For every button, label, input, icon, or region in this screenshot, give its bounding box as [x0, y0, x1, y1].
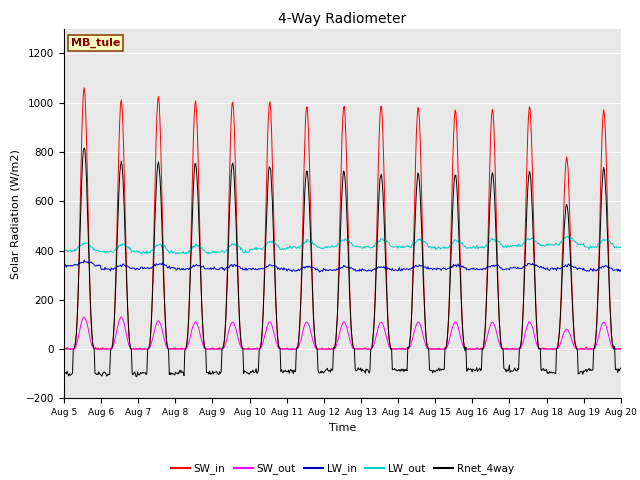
LW_out	[617, 244, 625, 250]
SW_in	[71, 345, 79, 350]
Rnet_4way	[428, 367, 436, 373]
Rnet_4way	[70, 345, 78, 351]
SW_in	[215, 346, 223, 351]
Rnet_4way	[80, 145, 88, 151]
Legend: SW_in, SW_out, LW_in, LW_out, Rnet_4way: SW_in, SW_out, LW_in, LW_out, Rnet_4way	[166, 459, 518, 478]
Rnet_4way	[215, 372, 223, 377]
LW_in	[185, 267, 193, 273]
SW_in	[129, 346, 137, 351]
SW_out	[186, 337, 193, 343]
Rnet_4way	[133, 374, 141, 380]
Rnet_4way	[617, 365, 625, 371]
Rnet_4way	[60, 371, 68, 376]
LW_in	[428, 266, 436, 272]
LW_out	[60, 246, 68, 252]
Line: LW_in: LW_in	[64, 260, 621, 272]
LW_in	[617, 268, 625, 274]
LW_out	[214, 250, 222, 255]
SW_in	[412, 158, 419, 164]
SW_in	[60, 345, 68, 351]
SW_in	[428, 346, 436, 351]
LW_out	[184, 251, 192, 256]
SW_out	[428, 346, 436, 352]
SW_in	[80, 85, 88, 91]
LW_in	[412, 263, 419, 268]
SW_in	[186, 293, 193, 299]
SW_in	[65, 346, 73, 352]
SW_out	[617, 346, 625, 352]
Rnet_4way	[186, 296, 193, 301]
LW_out	[204, 252, 212, 257]
Title: 4-Way Radiometer: 4-Way Radiometer	[278, 12, 406, 26]
LW_in	[128, 265, 136, 271]
Line: Rnet_4way: Rnet_4way	[64, 148, 621, 377]
SW_out	[80, 314, 88, 320]
X-axis label: Time: Time	[329, 423, 356, 432]
SW_out	[215, 346, 223, 352]
SW_out	[412, 324, 419, 330]
Y-axis label: Solar Radiation (W/m2): Solar Radiation (W/m2)	[10, 149, 20, 278]
Line: SW_in: SW_in	[64, 88, 621, 349]
LW_out	[70, 249, 78, 254]
Line: LW_out: LW_out	[64, 236, 621, 254]
Line: SW_out: SW_out	[64, 317, 621, 349]
LW_in	[214, 266, 222, 272]
LW_in	[316, 269, 323, 275]
SW_out	[71, 346, 79, 352]
Rnet_4way	[128, 371, 136, 376]
SW_out	[60, 346, 68, 352]
LW_out	[428, 244, 435, 250]
LW_in	[60, 262, 68, 267]
SW_in	[617, 346, 625, 352]
LW_in	[70, 263, 78, 268]
Text: MB_tule: MB_tule	[70, 38, 120, 48]
LW_out	[566, 233, 573, 239]
LW_out	[127, 250, 135, 255]
Rnet_4way	[412, 206, 419, 212]
LW_out	[411, 240, 419, 245]
SW_out	[61, 346, 68, 352]
LW_in	[80, 257, 88, 263]
SW_out	[129, 346, 137, 352]
